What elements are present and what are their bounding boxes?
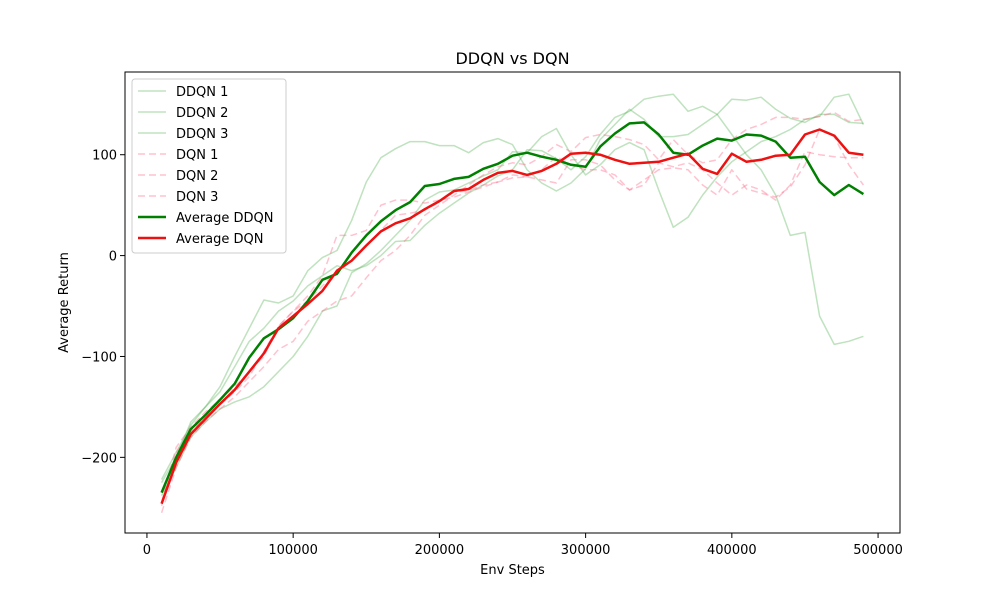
series-line-ddqn-1 bbox=[160, 96, 864, 480]
legend-label-ddqn-1: DDQN 1 bbox=[176, 85, 228, 100]
x-tick-label: 100000 bbox=[268, 543, 318, 558]
x-axis-label: Env Steps bbox=[480, 563, 545, 578]
y-axis: −200 −100 0 100 bbox=[81, 149, 125, 466]
plot-frame bbox=[124, 71, 901, 534]
chart-title: DDQN vs DQN bbox=[455, 49, 569, 68]
legend-label-dqn-3: DQN 3 bbox=[176, 190, 218, 205]
series-line-ddqn-3 bbox=[160, 93, 865, 497]
series-line-dqn-2 bbox=[160, 150, 864, 503]
y-tick-label: −200 bbox=[81, 451, 117, 466]
x-tick-label: 0 bbox=[143, 543, 151, 558]
x-tick-label: 500000 bbox=[853, 543, 903, 558]
legend-label-dqn-1: DQN 1 bbox=[176, 148, 218, 163]
x-tick-label: 300000 bbox=[561, 543, 611, 558]
y-tick-label: 100 bbox=[92, 149, 117, 164]
x-tick-label: 200000 bbox=[415, 543, 465, 558]
x-axis: 0 100000 200000 300000 400000 500000 bbox=[143, 533, 903, 558]
series-line-average-dqn bbox=[160, 128, 864, 505]
series-layer bbox=[160, 93, 865, 514]
legend: DDQN 1 DDQN 2 DDQN 3 DQN 1 DQN 2 DQN 3 Average… bbox=[131, 78, 287, 254]
legend-label-average-dqn: Average DQN bbox=[176, 232, 263, 247]
legend-label-ddqn-2: DDQN 2 bbox=[176, 106, 228, 121]
x-tick-label: 400000 bbox=[707, 543, 757, 558]
legend-box bbox=[131, 78, 287, 254]
y-axis-label: Average Return bbox=[57, 252, 72, 353]
legend-label-average-ddqn: Average DDQN bbox=[176, 211, 274, 226]
y-tick-label: 0 bbox=[109, 250, 117, 265]
legend-label-dqn-2: DQN 2 bbox=[176, 169, 218, 184]
series-line-dqn-1 bbox=[160, 111, 864, 514]
series-line-dqn-3 bbox=[160, 128, 865, 506]
y-tick-label: −100 bbox=[81, 350, 117, 365]
legend-label-ddqn-3: DDQN 3 bbox=[176, 127, 228, 142]
